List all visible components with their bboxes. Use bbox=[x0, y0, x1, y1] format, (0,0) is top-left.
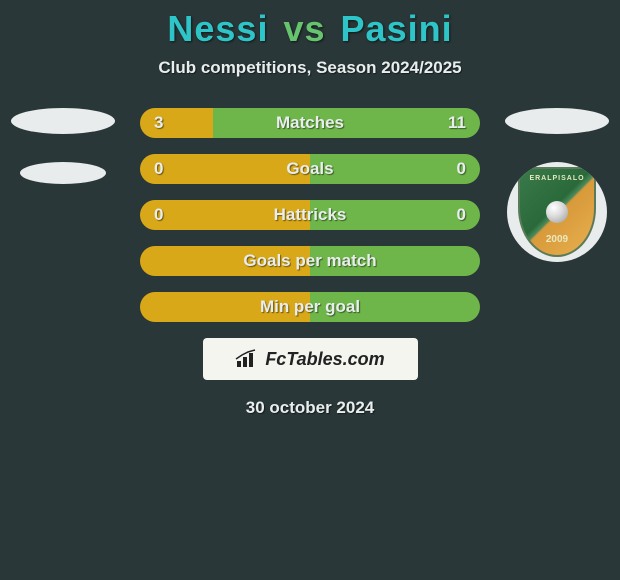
player2-name: Pasini bbox=[341, 8, 453, 49]
player1-name: Nessi bbox=[167, 8, 268, 49]
left-badges bbox=[8, 108, 118, 212]
stat-value-left: 0 bbox=[154, 205, 163, 225]
watermark-text: FcTables.com bbox=[265, 349, 384, 370]
stat-value-right: 0 bbox=[457, 205, 466, 225]
right-badge-1 bbox=[505, 108, 609, 134]
stat-value-right: 11 bbox=[448, 113, 466, 133]
stat-row: 0 Goals 0 bbox=[140, 154, 480, 184]
bar-fill-left bbox=[140, 154, 310, 184]
watermark-chart-icon bbox=[235, 349, 259, 369]
stat-value-right: 0 bbox=[457, 159, 466, 179]
vs-text: vs bbox=[283, 8, 325, 49]
right-badges: ERALPISALO 2009 bbox=[502, 108, 612, 262]
stat-row: Goals per match bbox=[140, 246, 480, 276]
left-badge-2 bbox=[20, 162, 106, 184]
snapshot-date: 30 october 2024 bbox=[0, 398, 620, 418]
bar-fill-right bbox=[310, 154, 480, 184]
bar-fill-left bbox=[140, 108, 213, 138]
stat-value-left: 3 bbox=[154, 113, 163, 133]
comparison-title: Nessi vs Pasini bbox=[0, 0, 620, 50]
bar-fill-right bbox=[213, 108, 480, 138]
stat-row: Min per goal bbox=[140, 292, 480, 322]
left-badge-1 bbox=[11, 108, 115, 134]
stat-value-left: 0 bbox=[154, 159, 163, 179]
crest-year: 2009 bbox=[520, 234, 594, 245]
stat-label: Hattricks bbox=[274, 205, 347, 225]
watermark: FcTables.com bbox=[203, 338, 418, 380]
stat-row: 0 Hattricks 0 bbox=[140, 200, 480, 230]
subtitle: Club competitions, Season 2024/2025 bbox=[0, 58, 620, 78]
content-area: ERALPISALO 2009 3 Matches 11 0 Goals 0 0 Hattri… bbox=[0, 108, 620, 418]
stat-label: Goals per match bbox=[243, 251, 376, 271]
stat-label: Min per goal bbox=[260, 297, 360, 317]
crest-top-text: ERALPISALO bbox=[520, 175, 594, 182]
stat-label: Matches bbox=[276, 113, 344, 133]
stat-bars: 3 Matches 11 0 Goals 0 0 Hattricks 0 Goals per ma… bbox=[140, 108, 480, 322]
club-crest: ERALPISALO 2009 bbox=[507, 162, 607, 262]
crest-shield: ERALPISALO 2009 bbox=[518, 167, 596, 257]
stat-label: Goals bbox=[286, 159, 333, 179]
stat-row: 3 Matches 11 bbox=[140, 108, 480, 138]
crest-ball-icon bbox=[546, 201, 568, 223]
